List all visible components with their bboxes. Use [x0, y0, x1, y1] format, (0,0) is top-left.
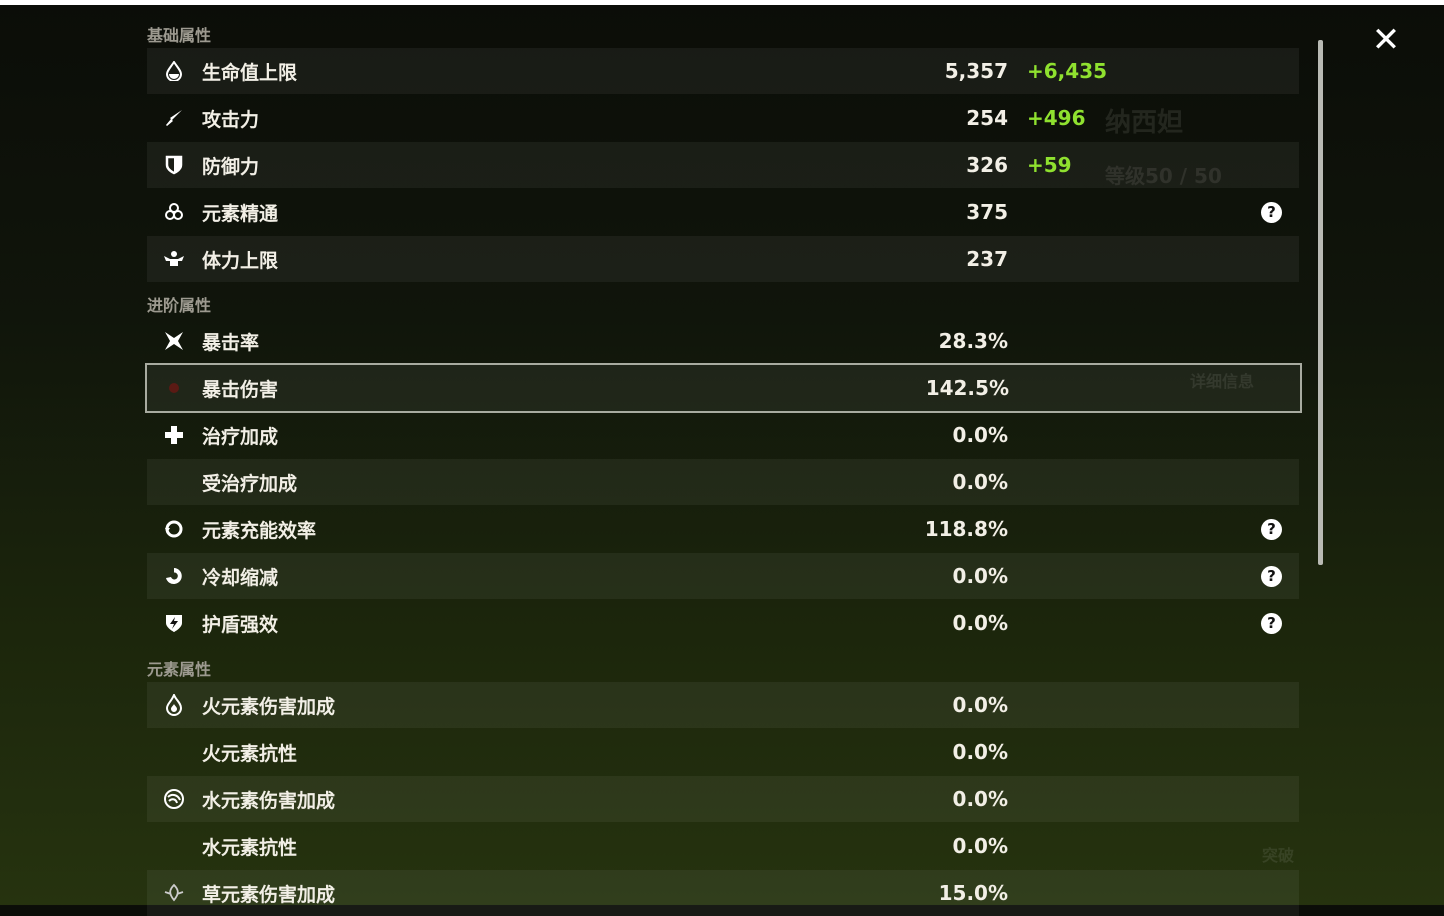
crit-rate-icon — [163, 330, 185, 352]
elemental-mastery-icon — [163, 201, 185, 223]
stat-row[interactable]: 暴击伤害 142.5% — [145, 363, 1302, 413]
stat-value: 0.0% — [952, 834, 1008, 858]
stat-value: 0.0% — [952, 611, 1008, 635]
sword-icon — [163, 107, 185, 129]
section-title: 基础属性 — [147, 26, 212, 45]
scrollbar[interactable] — [1318, 40, 1323, 565]
stat-label: 草元素伤害加成 — [202, 883, 336, 906]
stat-row[interactable]: 冷却缩减 0.0%? — [147, 553, 1299, 599]
stat-label: 火元素抗性 — [202, 742, 298, 765]
help-icon[interactable]: ? — [1261, 201, 1282, 223]
stat-row[interactable]: 体力上限 237 — [147, 236, 1299, 282]
section-title: 元素属性 — [147, 660, 212, 679]
help-icon[interactable]: ? — [1261, 565, 1282, 587]
stat-label: 攻击力 — [202, 108, 260, 131]
stat-value: 0.0% — [952, 564, 1008, 588]
stat-label: 火元素伤害加成 — [202, 695, 336, 718]
stamina-icon — [163, 248, 185, 270]
stat-value: 375 — [966, 200, 1008, 224]
section-title: 进阶属性 — [147, 296, 212, 315]
help-icon[interactable]: ? — [1261, 612, 1282, 634]
stat-label: 水元素伤害加成 — [202, 789, 336, 812]
stat-label: 体力上限 — [202, 249, 279, 272]
shield-strength-icon — [163, 612, 185, 634]
crit-dmg-icon — [163, 377, 185, 399]
stat-label: 元素精通 — [202, 202, 279, 225]
shield-icon — [163, 154, 185, 176]
stat-row[interactable]: 治疗加成 0.0% — [147, 412, 1299, 458]
stat-value: 237 — [966, 247, 1008, 271]
stat-label: 暴击伤害 — [202, 378, 279, 401]
stat-row[interactable]: 火元素伤害加成 0.0% — [147, 682, 1299, 728]
stat-value: 15.0% — [938, 881, 1008, 905]
stat-value: 0.0% — [952, 423, 1008, 447]
energy-recharge-icon — [163, 518, 185, 540]
bg-ascend-button: 突破 — [1262, 846, 1295, 865]
stat-row[interactable]: 草元素伤害加成 15.0% — [147, 870, 1299, 916]
stat-bonus: +496 — [1027, 106, 1086, 130]
stat-label: 治疗加成 — [202, 425, 279, 448]
stat-row[interactable]: 水元素伤害加成 0.0% — [147, 776, 1299, 822]
stat-row[interactable]: 受治疗加成 0.0% — [147, 459, 1299, 505]
stat-label: 水元素抗性 — [202, 836, 298, 859]
cooldown-icon — [163, 565, 185, 587]
hydro-icon — [163, 788, 185, 810]
stat-label: 冷却缩减 — [202, 566, 279, 589]
healing-cross-icon — [163, 424, 185, 446]
stat-value: 0.0% — [952, 787, 1008, 811]
stat-row[interactable]: 水元素抗性 0.0% — [147, 823, 1299, 869]
stat-bonus: +6,435 — [1027, 59, 1108, 83]
bg-character-name: 纳西妲 — [1105, 108, 1184, 138]
stat-value: 0.0% — [952, 740, 1008, 764]
dendro-icon — [163, 882, 185, 904]
stat-label: 护盾强效 — [202, 613, 279, 636]
stat-label: 防御力 — [202, 155, 260, 178]
stat-value: 118.8% — [924, 517, 1008, 541]
stat-row[interactable]: 防御力 326 +59 — [147, 142, 1299, 188]
stat-row[interactable]: 元素精通 375? — [147, 189, 1299, 235]
stat-value: 326 — [966, 153, 1008, 177]
stat-label: 元素充能效率 — [202, 519, 317, 542]
stat-label: 生命值上限 — [202, 61, 298, 84]
bg-level: 等级50 / 50 — [1105, 164, 1222, 188]
pyro-icon — [163, 694, 185, 716]
help-icon[interactable]: ? — [1261, 518, 1282, 540]
stat-value: 254 — [966, 106, 1008, 130]
bg-details-button: 详细信息 — [1190, 372, 1255, 391]
stat-value: 28.3% — [938, 329, 1008, 353]
stat-row[interactable]: 生命值上限 5,357 +6,435 — [147, 48, 1299, 94]
stat-label: 暴击率 — [202, 331, 260, 354]
stat-value: 0.0% — [952, 693, 1008, 717]
hp-drop-icon — [163, 60, 185, 82]
stat-row[interactable]: 元素充能效率 118.8%? — [147, 506, 1299, 552]
stat-label: 受治疗加成 — [202, 472, 298, 495]
stat-row[interactable]: 暴击率 28.3% — [147, 318, 1299, 364]
stat-value: 0.0% — [952, 470, 1008, 494]
stat-row[interactable]: 火元素抗性 0.0% — [147, 729, 1299, 775]
stat-bonus: +59 — [1027, 153, 1072, 177]
top-border — [0, 0, 1444, 5]
close-button[interactable]: ✕ — [1368, 22, 1404, 58]
stat-value: 5,357 — [944, 59, 1008, 83]
stat-row[interactable]: 攻击力 254 +496 — [147, 95, 1299, 141]
close-icon: ✕ — [1371, 20, 1401, 60]
stat-value: 142.5% — [925, 376, 1009, 400]
stat-row[interactable]: 护盾强效 0.0%? — [147, 600, 1299, 646]
